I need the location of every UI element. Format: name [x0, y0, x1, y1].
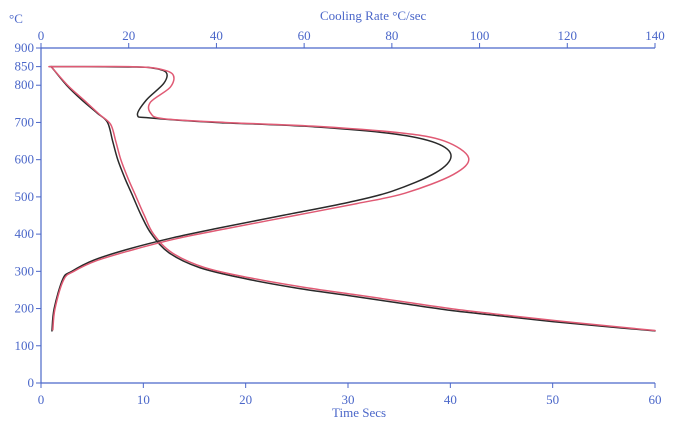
- x-tick-label: 40: [444, 392, 457, 407]
- x2-tick-label: 140: [645, 28, 665, 43]
- y-tick-label: 600: [15, 152, 35, 167]
- cooling-curve-series-line-2: [50, 65, 656, 332]
- x-tick-label: 0: [38, 392, 45, 407]
- y-tick-label: 800: [15, 77, 35, 92]
- cooling-rate-series-line-3: [49, 65, 452, 332]
- x2-tick-label: 80: [385, 28, 398, 43]
- ticks-group: [36, 43, 656, 388]
- y-tick-label: 100: [15, 338, 35, 353]
- x2-tick-label: 0: [38, 28, 45, 43]
- top-axis-title: Cooling Rate °C/sec: [320, 8, 427, 23]
- y-tick-label: 900: [15, 40, 35, 55]
- y-tick-label: 400: [15, 226, 35, 241]
- x-tick-label: 20: [239, 392, 252, 407]
- y-tick-label: 0: [28, 375, 35, 390]
- x-tick-label: 30: [342, 392, 355, 407]
- x2-tick-label: 40: [210, 28, 223, 43]
- cooling-rate-series-line-4: [48, 65, 470, 331]
- y-tick-label: 200: [15, 301, 35, 316]
- y-tick-label: 300: [15, 263, 35, 278]
- y-tick-label: 500: [15, 189, 35, 204]
- x2-tick-label: 100: [470, 28, 490, 43]
- x2-tick-label: 20: [122, 28, 135, 43]
- y-tick-label: 700: [15, 114, 35, 129]
- x2-tick-label: 120: [558, 28, 578, 43]
- axes-group: [40, 47, 655, 384]
- x2-tick-label: 60: [298, 28, 311, 43]
- x-tick-label: 10: [137, 392, 150, 407]
- bottom-axis-title: Time Secs: [332, 405, 386, 420]
- x-tick-label: 60: [649, 392, 662, 407]
- x-tick-label: 50: [546, 392, 559, 407]
- series-group: [48, 65, 656, 332]
- y-axis-title: °C: [9, 11, 23, 26]
- y-tick-label: 850: [15, 59, 35, 74]
